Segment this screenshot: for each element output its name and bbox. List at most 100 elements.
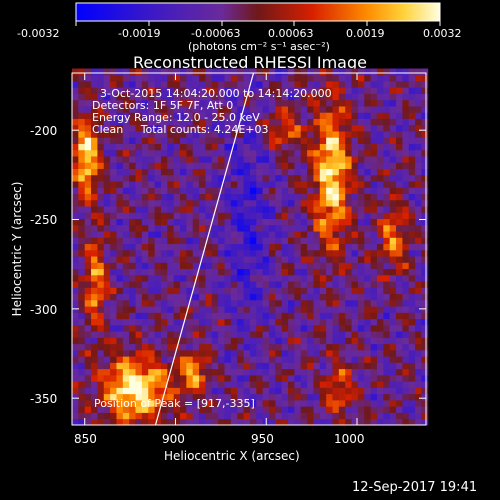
- heatmap-cell: [313, 318, 321, 326]
- heatmap-cell: [300, 137, 308, 144]
- heatmap-cell: [319, 131, 327, 138]
- heatmap-cell: [135, 174, 143, 182]
- heatmap-cell: [218, 356, 225, 363]
- heatmap-cell: [211, 143, 219, 151]
- heatmap-cell: [376, 199, 384, 207]
- heatmap-cell: [249, 174, 257, 182]
- heatmap-cell: [415, 249, 422, 257]
- heatmap-cell: [256, 231, 264, 238]
- heatmap-cell: [275, 68, 283, 76]
- heatmap-cell: [186, 293, 194, 301]
- heatmap-cell: [211, 68, 219, 76]
- heatmap-cell: [338, 112, 346, 119]
- heatmap-cell: [180, 137, 187, 144]
- heatmap-cell: [402, 274, 410, 282]
- heatmap-cell: [307, 68, 314, 76]
- heatmap-cell: [389, 162, 397, 169]
- heatmap-cell: [97, 193, 105, 201]
- heatmap-cell: [237, 287, 244, 295]
- heatmap-cell: [389, 87, 397, 94]
- heatmap-cell: [376, 412, 384, 420]
- heatmap-cell: [84, 393, 92, 401]
- heatmap-cell: [186, 137, 194, 144]
- heatmap-cell: [237, 381, 244, 388]
- heatmap-cell: [338, 143, 346, 151]
- heatmap-cell: [237, 387, 244, 395]
- heatmap-cell: [91, 387, 98, 395]
- heatmap-cell: [402, 93, 410, 101]
- heatmap-cell: [249, 274, 257, 282]
- heatmap-cell: [421, 349, 429, 357]
- heatmap-cell: [345, 412, 352, 420]
- heatmap-cell: [256, 243, 264, 251]
- heatmap-cell: [78, 68, 86, 76]
- heatmap-cell: [218, 187, 225, 195]
- heatmap-cell: [122, 381, 130, 388]
- heatmap-cell: [281, 337, 289, 345]
- heatmap-cell: [402, 287, 410, 295]
- heatmap-cell: [97, 299, 105, 307]
- heatmap-cell: [256, 174, 264, 182]
- heatmap-cell: [389, 324, 397, 332]
- heatmap-cell: [91, 199, 98, 207]
- heatmap-cell: [294, 168, 302, 176]
- heatmap-cell: [91, 174, 98, 182]
- heatmap-cell: [288, 93, 295, 101]
- heatmap-cell: [173, 312, 181, 320]
- heatmap-cell: [199, 131, 206, 138]
- heatmap-cell: [78, 274, 86, 282]
- heatmap-cell: [224, 268, 232, 276]
- y-tick-label: -200: [30, 124, 58, 138]
- heatmap-cell: [402, 124, 410, 132]
- heatmap-cell: [415, 193, 422, 201]
- heatmap-cell: [224, 306, 232, 313]
- heatmap-cell: [294, 93, 302, 101]
- heatmap-cell: [110, 212, 117, 220]
- heatmap-cell: [357, 343, 365, 351]
- heatmap-cell: [326, 212, 333, 220]
- heatmap-cell: [383, 224, 391, 232]
- heatmap-cell: [288, 262, 295, 270]
- heatmap-cell: [370, 299, 378, 307]
- heatmap-cell: [186, 387, 194, 395]
- heatmap-cell: [319, 112, 327, 119]
- heatmap-cell: [110, 118, 117, 126]
- heatmap-cell: [180, 299, 187, 307]
- heatmap-cell: [97, 343, 105, 351]
- heatmap-cell: [421, 181, 429, 188]
- heatmap-cell: [218, 199, 225, 207]
- heatmap-cell: [383, 118, 391, 126]
- heatmap-cell: [415, 381, 422, 388]
- heatmap-cell: [256, 168, 264, 176]
- heatmap-cell: [97, 281, 105, 288]
- heatmap-cell: [351, 156, 359, 163]
- heatmap-cell: [199, 268, 206, 276]
- heatmap-cell: [262, 287, 270, 295]
- heatmap-cell: [218, 249, 225, 257]
- heatmap-cell: [84, 149, 92, 157]
- heatmap-cell: [186, 124, 194, 132]
- heatmap-cell: [160, 199, 168, 207]
- heatmap-cell: [383, 399, 391, 407]
- heatmap-cell: [275, 299, 283, 307]
- heatmap-cell: [84, 299, 92, 307]
- heatmap-cell: [396, 106, 403, 113]
- heatmap-cell: [351, 99, 359, 107]
- heatmap-cell: [180, 218, 187, 226]
- heatmap-cell: [300, 331, 308, 338]
- heatmap-cell: [148, 143, 155, 151]
- heatmap-cell: [332, 231, 340, 238]
- heatmap-cell: [84, 399, 92, 407]
- heatmap-cell: [307, 237, 314, 245]
- heatmap-cell: [103, 306, 111, 313]
- heatmap-cell: [364, 224, 372, 232]
- heatmap-cell: [84, 231, 92, 238]
- heatmap-cell: [402, 156, 410, 163]
- heatmap-cell: [249, 181, 257, 188]
- heatmap-cell: [97, 406, 105, 413]
- heatmap-cell: [218, 374, 225, 382]
- heatmap-cell: [110, 168, 117, 176]
- heatmap-cell: [370, 99, 378, 107]
- heatmap-cell: [122, 343, 130, 351]
- heatmap-cell: [332, 187, 340, 195]
